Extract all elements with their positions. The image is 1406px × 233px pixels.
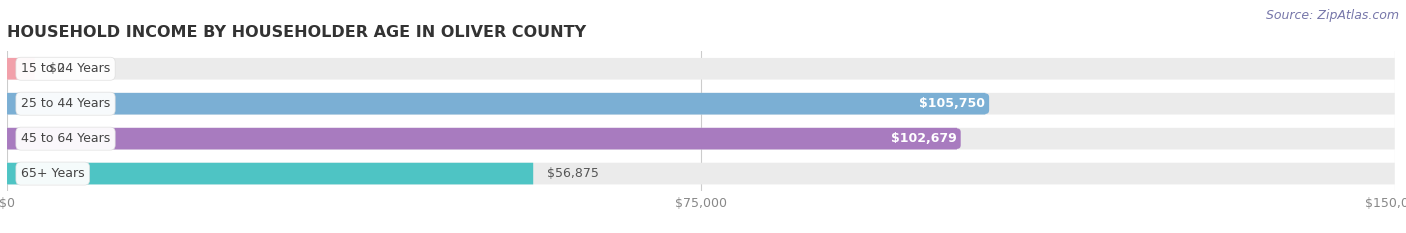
FancyBboxPatch shape (7, 128, 957, 150)
Text: $0: $0 (49, 62, 65, 75)
FancyBboxPatch shape (7, 128, 1395, 150)
Text: $102,679: $102,679 (891, 132, 957, 145)
Text: Source: ZipAtlas.com: Source: ZipAtlas.com (1265, 9, 1399, 22)
Text: HOUSEHOLD INCOME BY HOUSEHOLDER AGE IN OLIVER COUNTY: HOUSEHOLD INCOME BY HOUSEHOLDER AGE IN O… (7, 25, 586, 40)
Text: 25 to 44 Years: 25 to 44 Years (21, 97, 110, 110)
Text: 15 to 24 Years: 15 to 24 Years (21, 62, 110, 75)
Text: $56,875: $56,875 (547, 167, 599, 180)
FancyBboxPatch shape (7, 58, 1395, 80)
FancyBboxPatch shape (7, 93, 1395, 115)
Text: 65+ Years: 65+ Years (21, 167, 84, 180)
FancyBboxPatch shape (7, 163, 533, 185)
FancyBboxPatch shape (7, 93, 986, 115)
Text: $105,750: $105,750 (920, 97, 986, 110)
Text: 45 to 64 Years: 45 to 64 Years (21, 132, 110, 145)
FancyBboxPatch shape (7, 163, 1395, 185)
FancyBboxPatch shape (7, 58, 35, 80)
